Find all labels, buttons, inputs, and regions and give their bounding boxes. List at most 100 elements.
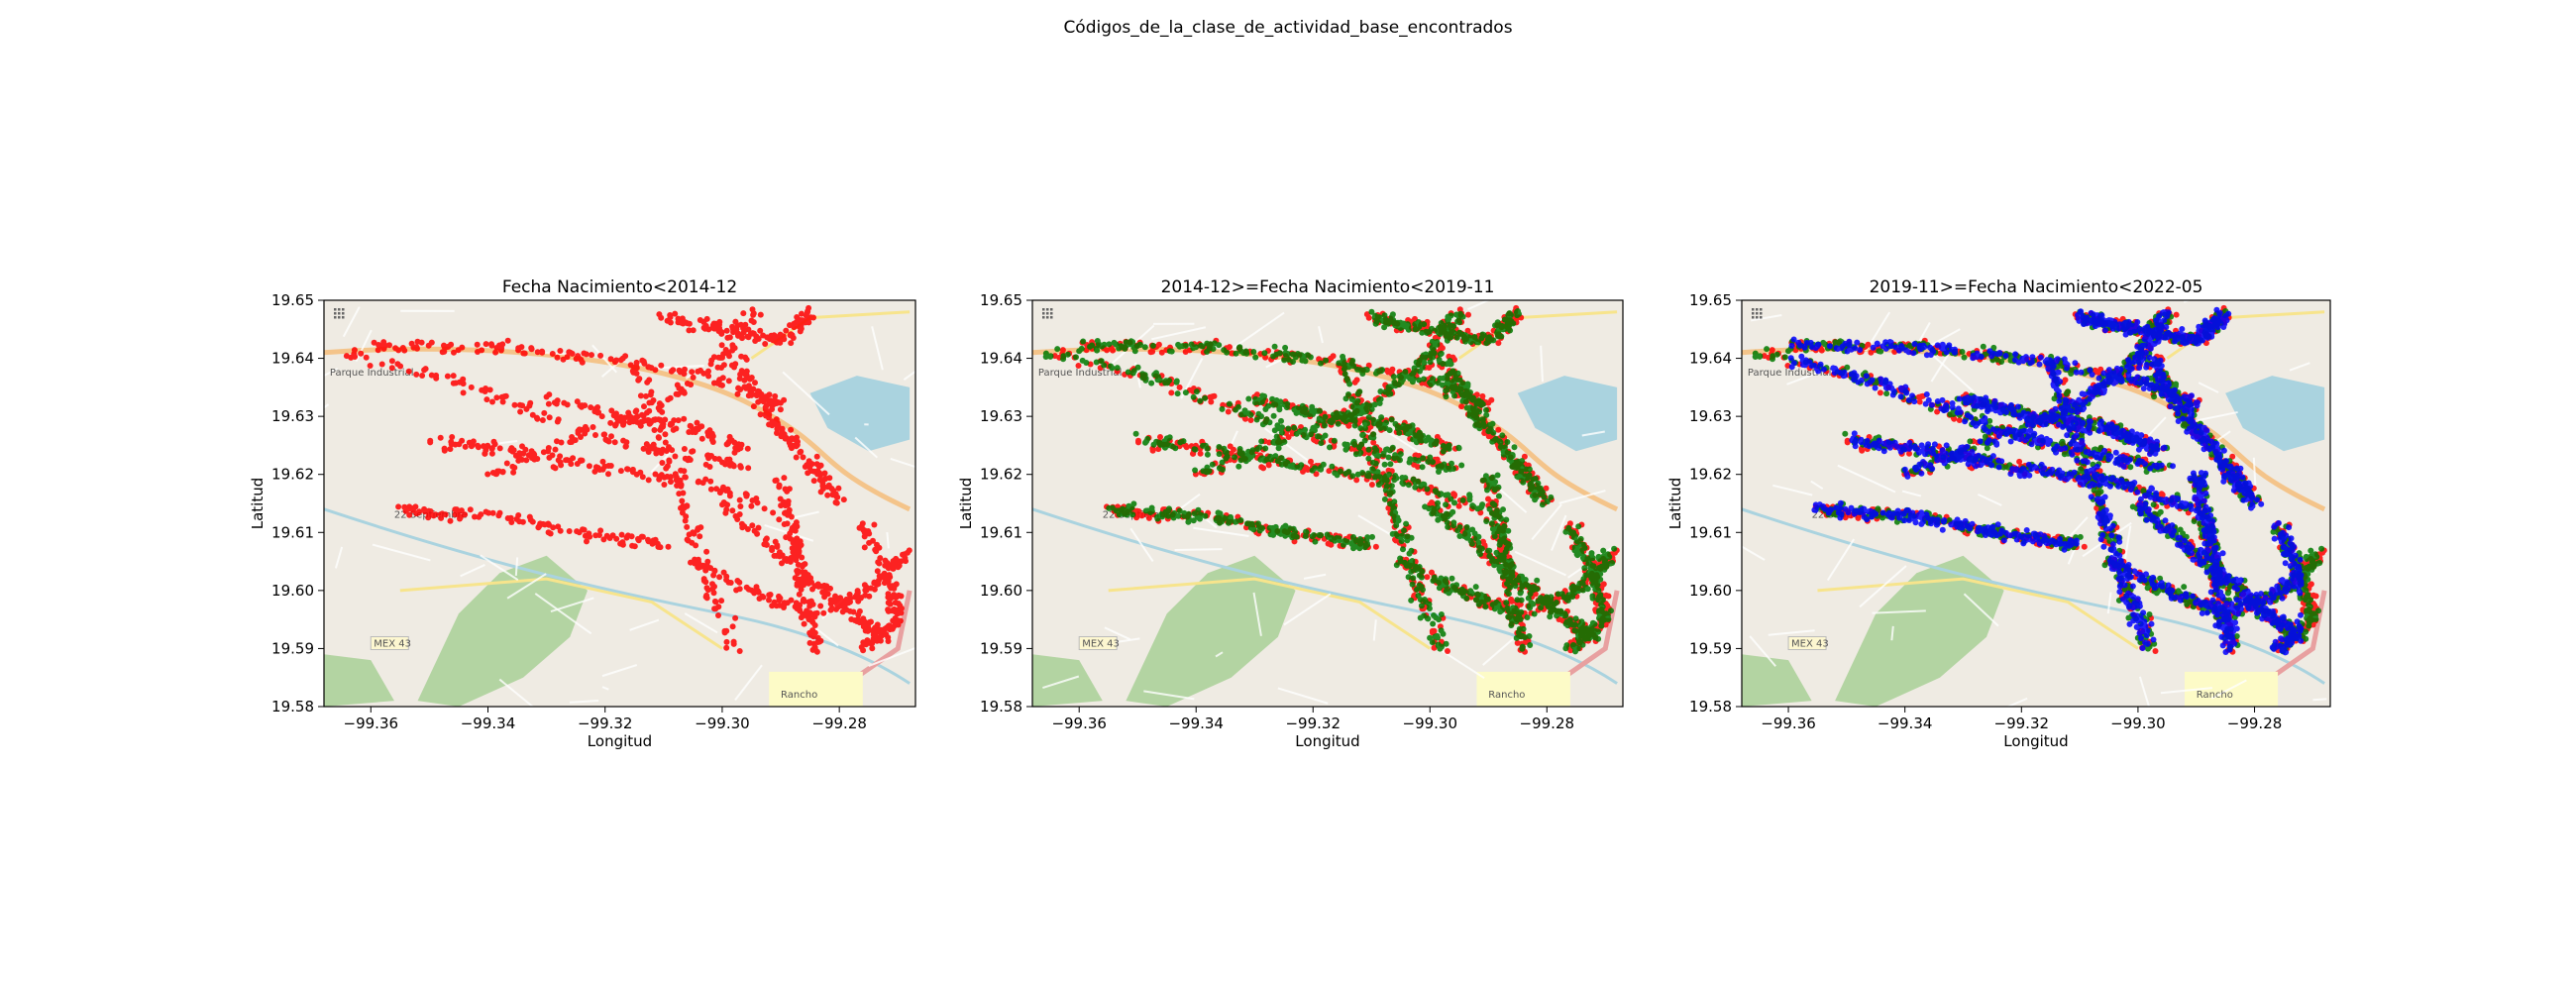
scatter-point [504,337,511,344]
scatter-point [1437,375,1444,382]
scatter-point [599,458,606,465]
scatter-point [810,633,817,640]
scatter-point [392,345,399,352]
scatter-point [796,591,803,598]
scatter-point [596,532,602,538]
scatter-point [1444,337,1450,344]
scatter-point [798,586,805,593]
scatter-point [1190,517,1197,524]
scatter-point [700,370,707,377]
scatter-point [566,528,573,534]
scatter-point [543,393,550,400]
scatter-point [1381,324,1388,331]
scatter-point [1528,486,1534,493]
scatter-point [1478,399,1485,406]
scatter-point [557,453,564,460]
scatter-point [1340,361,1346,367]
scatter-point [1505,606,1512,613]
y-tick-label: 19.58 [980,698,1022,716]
scatter-point [534,415,541,422]
scatter-point [708,436,715,443]
scatter-point [693,542,699,549]
scatter-point [1093,359,1100,366]
scatter-point [1323,357,1330,364]
scatter-point [468,384,475,390]
scatter-point [472,513,478,520]
scatter-point [1409,558,1416,564]
scatter-point [451,349,457,356]
scatter-point [413,371,420,378]
scatter-point [789,524,796,531]
scatter-point [876,544,883,551]
scatter-point [1420,455,1427,462]
scatter-point [1534,577,1541,584]
scatter-point [1233,350,1239,357]
scatter-point [1387,390,1394,397]
scatter-point [517,408,524,415]
scatter-point [633,365,640,372]
scatter-point [550,464,557,471]
scatter-point [437,434,444,441]
scatter-point [1519,578,1526,585]
scatter-point [510,447,517,454]
scatter-point [1449,508,1456,515]
scatter-point [787,558,794,565]
scatter-point [1447,370,1453,377]
scatter-point [648,365,655,372]
scatter-point [1516,613,1523,620]
scatter-point [861,582,868,589]
scatter-point [1445,648,1450,654]
scatter-point [1192,467,1199,474]
scatter-point [1477,551,1483,558]
scatter-point [608,407,615,414]
scatter-point [1336,535,1342,542]
scatter-point [691,530,698,537]
scatter-point [1357,449,1364,456]
scatter-point [1372,543,1379,550]
scatter-point [673,425,680,432]
scatter-point [1410,575,1417,582]
axes-frame [323,299,916,708]
scatter-point [639,411,645,418]
y-tick-label: 19.60 [980,582,1022,600]
scatter-point [1463,404,1470,411]
scatter-point [1388,483,1395,490]
scatter-point [833,499,840,506]
scatter-point [876,560,883,567]
scatter-point [478,511,484,518]
scatter-point [690,374,697,381]
scatter-point [1475,596,1482,603]
scatter-point [484,442,491,449]
scatter-point [903,558,909,565]
scatter-point [1299,429,1306,436]
scatter-point [581,350,588,357]
scatter-point [689,369,696,376]
scatter-point [704,587,711,594]
scatter-point [1434,510,1441,517]
scatter-point [462,443,469,450]
scatter-point [1478,545,1485,552]
scatter-point [1219,459,1226,466]
scatter-point [1277,527,1284,534]
scatter-point [710,354,717,361]
scatter-point [672,310,679,317]
scatter-point [1539,501,1546,508]
scatter-point [726,462,733,469]
scatter-point [568,461,575,468]
scatter-point [1434,339,1441,345]
map-label-rancho: Rancho [781,690,817,701]
scatter-point [1209,461,1216,468]
scatter-point [1322,413,1329,420]
scatter-point [1586,569,1592,576]
scatter-point [419,373,426,379]
scatter-point [1482,473,1489,480]
scatter-point [1389,366,1396,373]
panel-title: Fecha Nacimiento<2014-12 [502,277,737,297]
scatter-point [592,432,598,438]
scatter-point [594,404,601,410]
scatter-point [729,507,736,514]
x-tick-label: −99.28 [1520,715,1575,732]
scatter-point [1564,622,1571,629]
scatter-point [1464,327,1471,334]
scatter-point [1101,362,1108,369]
